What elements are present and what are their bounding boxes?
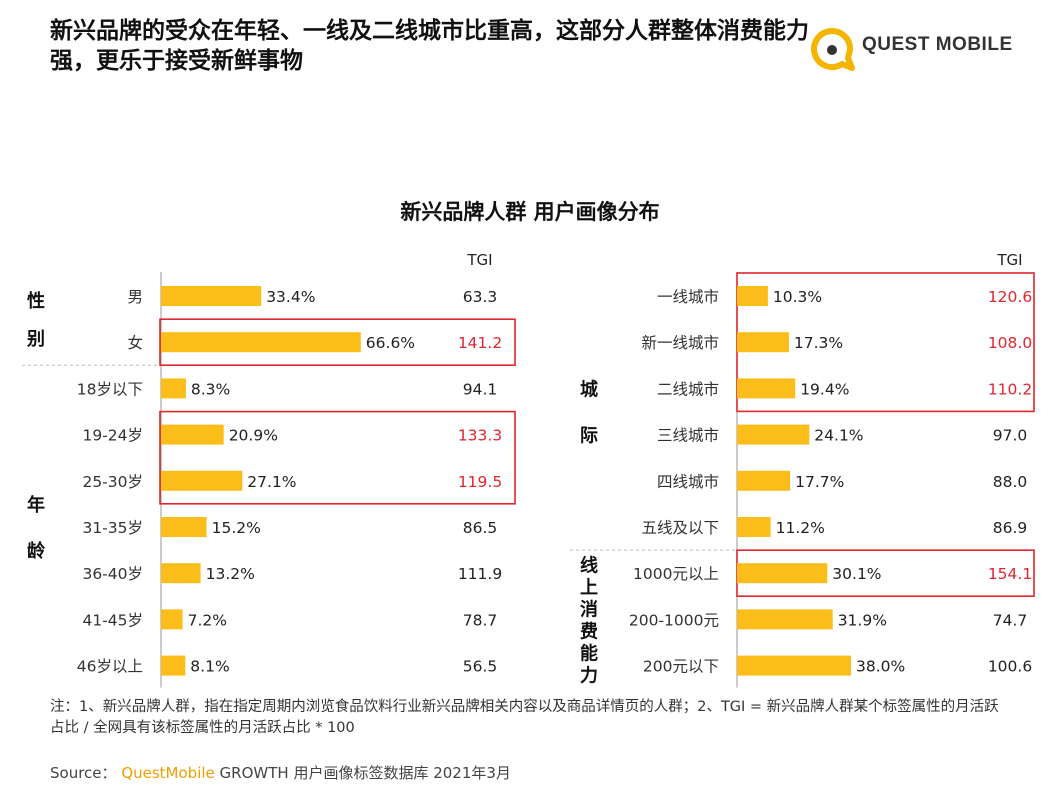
- category-label: 男: [127, 288, 143, 306]
- tgi-value: 94.1: [463, 380, 498, 398]
- data-label: 20.9%: [229, 427, 278, 445]
- bar: [161, 517, 207, 537]
- bar: [737, 286, 768, 306]
- category-label: 三线城市: [657, 427, 719, 445]
- footnote: 注：1、新兴品牌人群，指在指定周期内浏览食品饮料行业新兴品牌相关内容以及商品详情…: [50, 699, 999, 736]
- tgi-value: 78.7: [463, 611, 498, 629]
- category-label: 1000元以上: [633, 565, 719, 583]
- data-label: 8.3%: [191, 380, 230, 398]
- logo-icon: [811, 28, 855, 71]
- bar: [161, 655, 186, 676]
- bar: [161, 563, 201, 584]
- data-label: 30.1%: [832, 565, 881, 583]
- tgi-value: 63.3: [463, 288, 498, 306]
- data-label: 8.1%: [190, 658, 229, 676]
- bar: [161, 609, 183, 630]
- bar: [161, 378, 186, 399]
- bar: [161, 332, 361, 353]
- category-label: 二线城市: [657, 380, 719, 398]
- data-label: 27.1%: [247, 473, 296, 491]
- data-label: 66.6%: [366, 334, 415, 352]
- page-title: 新兴品牌的受众在年轻、一线及二线城市比重高，这部分人群整体消费能力强，更乐于接受…: [50, 18, 809, 74]
- tgi-value: 97.0: [993, 427, 1028, 445]
- data-label: 38.0%: [856, 658, 905, 676]
- data-label: 7.2%: [188, 611, 227, 629]
- bar: [737, 378, 796, 399]
- category-label: 五线及以下: [641, 519, 719, 537]
- tgi-value: 100.6: [988, 658, 1032, 676]
- category-label: 19-24岁: [82, 427, 143, 445]
- group-label-char: 上: [580, 577, 598, 598]
- category-label: 41-45岁: [82, 611, 143, 629]
- category-label: 四线城市: [657, 473, 719, 491]
- bar: [737, 609, 833, 630]
- data-label: 10.3%: [773, 288, 822, 306]
- bar: [161, 286, 262, 306]
- group-label-char: 年: [27, 494, 45, 516]
- data-label: 17.3%: [794, 334, 843, 352]
- tgi-value: 120.6: [988, 288, 1032, 306]
- data-label: 19.4%: [800, 380, 849, 398]
- bar: [737, 517, 771, 537]
- highlight-box: [159, 318, 516, 367]
- bar: [737, 424, 810, 445]
- tgi-value: 111.9: [458, 565, 502, 583]
- group-label-char: 线: [580, 554, 598, 576]
- source-brand: QuestMobile: [121, 764, 215, 782]
- category-label: 25-30岁: [82, 473, 143, 491]
- tgi-header: TGI: [466, 251, 492, 269]
- logo-text: QUEST MOBILE: [862, 34, 1013, 55]
- data-label: 31.9%: [838, 611, 887, 629]
- category-label: 新一线城市: [641, 334, 719, 352]
- bar: [737, 563, 828, 584]
- tgi-value: 119.5: [458, 473, 502, 491]
- data-label: 33.4%: [266, 288, 315, 306]
- tgi-value: 110.2: [988, 380, 1032, 398]
- group-label-char: 力: [580, 665, 598, 686]
- data-label: 15.2%: [212, 519, 261, 537]
- category-label: 200元以下: [643, 658, 719, 676]
- group-label-char: 性: [27, 290, 45, 312]
- category-label: 18岁以下: [77, 380, 143, 398]
- tgi-value: 56.5: [463, 658, 498, 676]
- category-label: 女: [127, 333, 143, 352]
- group-label-char: 费: [580, 621, 598, 642]
- bar: [737, 332, 789, 353]
- tgi-value: 154.1: [988, 565, 1032, 583]
- bar: [737, 470, 791, 491]
- category-label: 200-1000元: [629, 611, 719, 629]
- tgi-header: TGI: [996, 251, 1022, 269]
- chart-title: 新兴品牌人群 用户画像分布: [400, 200, 660, 224]
- highlight-box: [159, 410, 516, 505]
- tgi-value: 141.2: [458, 334, 502, 352]
- category-label: 36-40岁: [82, 565, 143, 583]
- group-label-char: 龄: [27, 540, 46, 562]
- category-label: 31-35岁: [82, 519, 143, 537]
- source-label: Source：: [50, 764, 117, 782]
- quest-mobile-logo: [811, 28, 855, 71]
- bar: [161, 424, 224, 445]
- tgi-value: 74.7: [993, 611, 1028, 629]
- data-label: 17.7%: [795, 473, 844, 491]
- tgi-value: 108.0: [988, 334, 1032, 352]
- data-label: 11.2%: [776, 519, 825, 537]
- group-label-char: 能: [580, 642, 598, 664]
- group-label-char: 消: [580, 598, 598, 620]
- group-label-char: 城: [580, 378, 598, 400]
- source-line: Source： QuestMobile GROWTH 用户画像标签数据库 202…: [50, 762, 511, 783]
- bar: [161, 470, 243, 491]
- group-label-char: 际: [580, 426, 598, 447]
- tgi-value: 86.5: [463, 519, 498, 537]
- data-label: 24.1%: [814, 427, 863, 445]
- source-detail: GROWTH 用户画像标签数据库 2021年3月: [219, 764, 511, 782]
- category-label: 一线城市: [657, 288, 719, 306]
- bar: [737, 655, 851, 676]
- category-label: 46岁以上: [77, 658, 143, 676]
- tgi-value: 86.9: [993, 519, 1028, 537]
- group-label-char: 别: [26, 329, 45, 350]
- data-label: 13.2%: [206, 565, 255, 583]
- tgi-value: 133.3: [458, 427, 502, 445]
- tgi-value: 88.0: [993, 473, 1028, 491]
